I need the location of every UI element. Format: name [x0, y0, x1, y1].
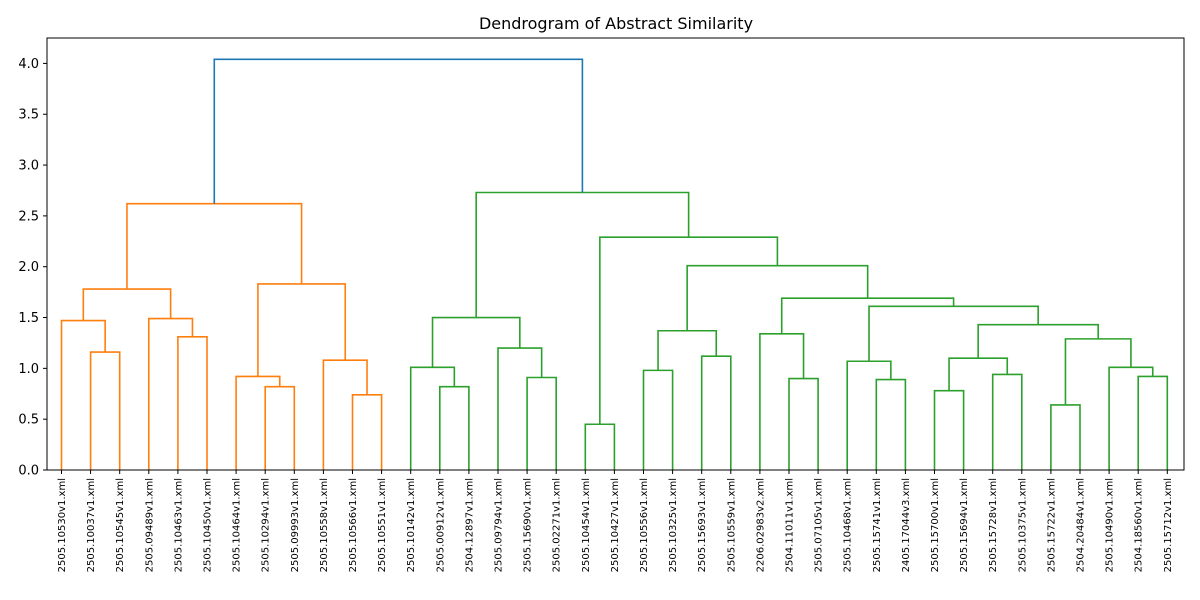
dendrogram-link — [700, 355, 732, 470]
leaf-label: 2505.15728v1.xml — [988, 478, 999, 572]
dendrogram-link — [60, 319, 106, 470]
leaf-label: 2505.10490v1.xml — [1105, 478, 1116, 572]
y-tick-label: 3.0 — [18, 159, 39, 174]
leaf-label: 2405.17044v3.xml — [901, 478, 912, 572]
dendrogram-link — [642, 369, 674, 470]
leaf-label: 2505.10325v1.xml — [668, 478, 679, 572]
leaf-label: 2505.02271v1.xml — [552, 478, 563, 572]
leaf-label: 2505.10454v1.xml — [581, 478, 592, 572]
dendrogram-link — [213, 58, 584, 204]
dendrogram-link — [657, 329, 718, 371]
leaf-label: 2505.10468v1.xml — [843, 478, 854, 572]
dendrogram-link — [584, 423, 616, 470]
chart-title: Dendrogram of Abstract Similarity — [479, 14, 753, 33]
dendrogram-link — [526, 376, 557, 470]
y-tick-label: 0.0 — [18, 464, 39, 479]
leaf-label: 2504.12897v1.xml — [464, 478, 475, 572]
leaf-label: 2505.10464v1.xml — [232, 478, 243, 572]
leaf-label: 2505.10558v1.xml — [319, 478, 330, 572]
leaf-label: 2505.09489v1.xml — [144, 478, 155, 572]
y-tick-label: 2.5 — [18, 209, 39, 224]
leaf-label: 2206.02983v2.xml — [755, 478, 766, 572]
leaf-label: 2505.15700v1.xml — [930, 478, 941, 572]
dendrogram-link — [1108, 366, 1154, 470]
dendrogram-link — [235, 375, 281, 470]
y-tick-label: 0.5 — [18, 413, 39, 428]
leaf-label: 2505.10037v1.xml — [86, 478, 97, 572]
leaf-label: 2504.20484v1.xml — [1076, 478, 1087, 572]
leaf-label: 2505.15722v1.xml — [1046, 478, 1057, 572]
dendrogram-link — [868, 305, 1039, 362]
dendrogram-link — [497, 347, 543, 470]
leaf-label: 2505.10450v1.xml — [203, 478, 214, 572]
leaf-label: 2505.15693v1.xml — [697, 478, 708, 572]
leaf-label: 2504.18560v1.xml — [1134, 478, 1145, 572]
dendrogram-link — [475, 191, 690, 318]
dendrogram-link — [82, 288, 172, 321]
dendrogram-link — [1064, 338, 1132, 405]
dendrogram-link — [322, 359, 368, 470]
leaf-label: 2505.10559v1.xml — [726, 478, 737, 572]
dendrogram-link — [409, 366, 456, 470]
dendrogram-link — [875, 378, 907, 470]
leaf-label: 2505.10142v1.xml — [406, 478, 417, 572]
dendrogram-link — [977, 323, 1099, 359]
dendrogram-link — [846, 360, 892, 470]
leaf-label: 2505.15712v1.xml — [1163, 478, 1174, 572]
y-tick-label: 4.0 — [18, 57, 39, 72]
leaf-label: 2505.15690v1.xml — [523, 478, 534, 572]
dendrogram-links — [60, 58, 1169, 470]
dendrogram-link — [177, 336, 208, 470]
leaf-label: 2505.09993v1.xml — [290, 478, 301, 572]
dendrogram-link — [759, 332, 805, 470]
dendrogram-link — [1137, 375, 1169, 470]
dendrogram-link — [991, 373, 1023, 470]
leaf-label: 2505.00912v1.xml — [435, 478, 446, 572]
y-tick-label: 3.5 — [18, 108, 39, 123]
plot-frame — [46, 37, 1185, 471]
dendrogram-link — [351, 393, 383, 470]
leaf-label: 2505.15694v1.xml — [959, 478, 970, 572]
leaf-label: 2505.10551v1.xml — [377, 478, 388, 572]
dendrogram-link — [780, 297, 955, 334]
dendrogram-link — [89, 351, 121, 470]
dendrogram-link — [126, 202, 303, 290]
leaf-label: 2505.10427v1.xml — [610, 478, 621, 572]
y-axis: 0.0 0.5 1.0 1.5 2.0 2.5 3.0 3.5 4.0 — [18, 57, 47, 479]
y-tick-label: 1.5 — [18, 311, 39, 326]
leaf-label: 2505.09794v1.xml — [494, 478, 505, 572]
dendrogram-link — [439, 385, 470, 470]
leaf-label: 2505.10566v1.xml — [348, 478, 359, 572]
leaf-label: 2505.10463v1.xml — [173, 478, 184, 572]
dendrogram-link — [148, 317, 194, 470]
leaf-label: 2505.10530v1.xml — [57, 478, 68, 572]
dendrogram-link — [264, 385, 296, 470]
y-tick-label: 1.0 — [18, 362, 39, 377]
leaf-label: 2505.10294v1.xml — [261, 478, 272, 572]
x-axis: 2505.10530v1.xml 2505.10037v1.xml 2505.105… — [57, 470, 1174, 572]
leaf-label: 2505.15741v1.xml — [872, 478, 883, 572]
leaf-label: 2504.11011v1.xml — [785, 478, 796, 572]
dendrogram-link — [1050, 404, 1081, 470]
dendrogram-link — [431, 316, 521, 368]
dendrogram-link — [933, 389, 965, 470]
leaf-label: 2505.10556v1.xml — [639, 478, 650, 572]
dendrogram-link — [788, 377, 819, 470]
leaf-label: 2505.07105v1.xml — [814, 478, 825, 572]
y-tick-label: 2.0 — [18, 260, 39, 275]
leaf-label: 2505.10375v1.xml — [1017, 478, 1028, 572]
leaf-label: 2505.10545v1.xml — [115, 478, 126, 572]
dendrogram-link — [257, 283, 347, 377]
